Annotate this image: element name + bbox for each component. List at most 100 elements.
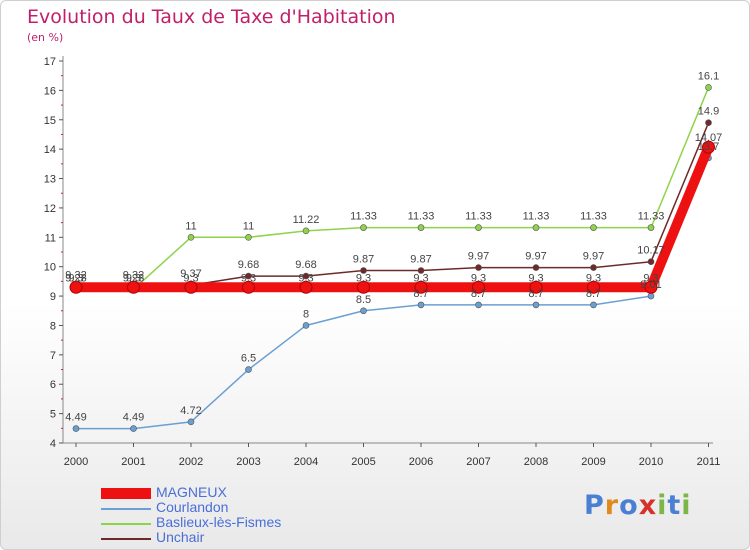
data-label: 9.3 <box>298 272 313 284</box>
data-label: 11 <box>243 220 254 232</box>
data-point <box>302 227 310 235</box>
x-tick-label: 2000 <box>64 456 88 468</box>
logo-letter: t <box>667 490 682 521</box>
data-point <box>705 119 712 127</box>
logo-letter: r <box>604 490 620 521</box>
data-label: 11 <box>185 220 196 232</box>
data-label: 9.3 <box>183 272 198 284</box>
data-label: 9.3 <box>241 272 256 284</box>
y-tick-label: 14 <box>44 144 56 156</box>
data-label: 9.97 <box>583 251 604 263</box>
proxiti-logo: Proxiti <box>584 490 692 521</box>
legend-item-magneux: MAGNEUX <box>101 484 401 501</box>
data-point <box>647 258 655 265</box>
data-point <box>69 280 83 294</box>
data-label: 9.3 <box>126 272 141 284</box>
x-tick-label: 2005 <box>351 456 375 468</box>
data-label: 9.97 <box>468 251 489 263</box>
series-line-3 <box>71 142 714 293</box>
data-label: 11.33 <box>580 211 607 223</box>
y-tick-label: 10 <box>44 262 56 274</box>
data-point <box>302 272 310 280</box>
y-tick-label: 15 <box>44 115 56 127</box>
legend-swatch-courlandon <box>101 508 151 510</box>
logo-letter: x <box>638 490 658 521</box>
data-point <box>302 322 310 329</box>
x-tick-label: 2004 <box>294 456 318 468</box>
y-tick-label: 17 <box>44 56 56 68</box>
data-label: 9.23 <box>123 272 144 284</box>
data-point <box>360 307 367 315</box>
data-label: 9.32 <box>65 270 86 282</box>
data-label: 9.68 <box>238 259 259 271</box>
data-label: 9.3 <box>586 272 601 284</box>
data-point <box>184 280 198 294</box>
data-point <box>242 280 255 294</box>
data-point <box>475 264 482 271</box>
data-label: 11.33 <box>638 211 665 223</box>
data-point <box>532 301 540 309</box>
series-line-2 <box>75 121 710 288</box>
data-label: 9.97 <box>525 251 546 263</box>
data-label: 8.7 <box>586 288 601 300</box>
data-label: 14.07 <box>695 132 723 144</box>
data-label: 11.33 <box>408 211 435 223</box>
data-label: 6.5 <box>241 353 256 365</box>
x-tick-label: 2009 <box>581 456 605 468</box>
logo-letter: i <box>681 490 692 521</box>
data-point <box>245 366 252 373</box>
data-point <box>590 224 597 231</box>
data-label: 8.7 <box>528 288 543 300</box>
data-label: 8 <box>303 308 309 320</box>
y-tick-label: 8 <box>50 320 56 332</box>
legend-item-unchair: Unchair <box>101 529 401 546</box>
legend-item-courlandon: Courlandon <box>101 499 401 516</box>
x-tick-label: 2010 <box>639 456 663 468</box>
data-label: 4.49 <box>65 412 86 424</box>
data-point <box>647 292 655 300</box>
data-point <box>472 280 485 294</box>
data-point <box>299 280 313 294</box>
legend-item-baslieux: Baslieux-lès-Fismes <box>101 514 401 531</box>
legend-swatch-unchair <box>101 538 151 540</box>
data-label: 13.7 <box>698 141 719 153</box>
data-point <box>529 280 543 294</box>
data-point <box>72 425 80 432</box>
data-label: 9.87 <box>353 254 374 266</box>
data-point <box>532 264 540 271</box>
legend-label-magneux: MAGNEUX <box>156 484 227 500</box>
data-point <box>360 224 367 231</box>
y-tick-label: 16 <box>44 85 56 97</box>
data-point <box>417 301 425 309</box>
data-point <box>187 418 195 426</box>
data-label: 4.72 <box>180 405 201 417</box>
data-point <box>187 234 195 241</box>
x-tick-label: 2006 <box>409 456 433 468</box>
y-tick-label: 5 <box>50 409 56 421</box>
data-point <box>702 140 715 154</box>
data-point <box>590 301 597 309</box>
y-tick-label: 9 <box>50 291 56 303</box>
logo-letter: P <box>584 490 605 521</box>
data-point <box>360 267 367 274</box>
x-tick-label: 2007 <box>466 456 490 468</box>
chart-subtitle: (en %) <box>27 31 64 44</box>
data-label: 16.1 <box>698 70 719 82</box>
data-label: 14.9 <box>698 106 719 118</box>
data-point <box>414 280 428 294</box>
data-label: 9.3 <box>413 272 428 284</box>
y-tick-label: 13 <box>44 174 56 186</box>
y-tick-label: 6 <box>50 379 56 391</box>
data-label: 9.3 <box>643 272 658 284</box>
data-label: 9.3 <box>528 272 543 284</box>
data-label: 9.3 <box>356 272 371 284</box>
logo-letter: i <box>657 490 668 521</box>
data-point <box>130 425 137 432</box>
data-point <box>587 280 600 294</box>
data-label: 9.01 <box>640 279 661 291</box>
data-label: 9.37 <box>180 268 201 280</box>
data-point <box>532 224 540 231</box>
data-label: 11.33 <box>350 211 377 223</box>
data-label: 9.68 <box>295 259 316 271</box>
data-label: 9.23 <box>65 272 86 284</box>
